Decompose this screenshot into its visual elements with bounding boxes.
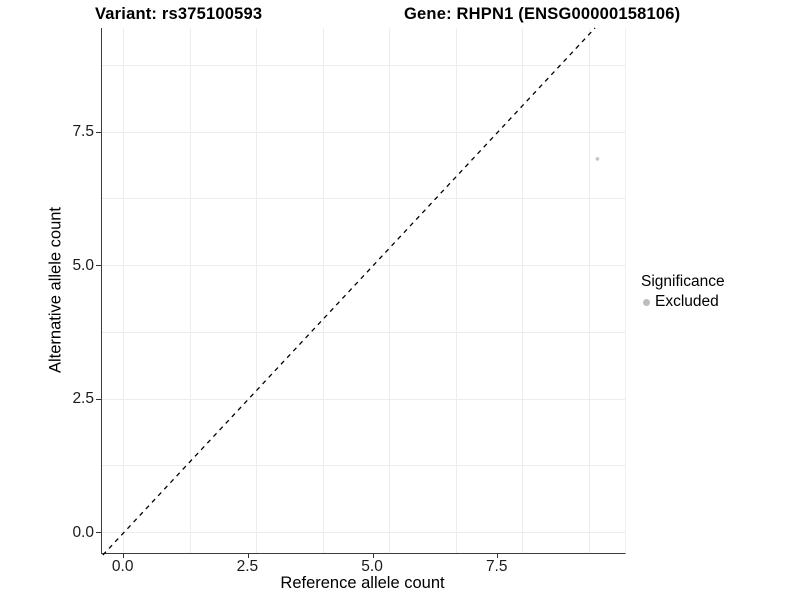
x-tick-label: 0.0 — [111, 558, 134, 575]
x-tick-label: 7.5 — [485, 558, 508, 575]
y-tick-label: 5.0 — [72, 256, 94, 274]
gridline-horizontal — [102, 198, 625, 200]
legend-item-excluded: Excluded — [643, 294, 725, 310]
gridline-horizontal — [102, 532, 625, 534]
y-tick-label: 0.0 — [72, 523, 94, 541]
gridline-vertical — [588, 28, 590, 553]
identity-dashed-line — [102, 27, 596, 556]
y-tick-mark — [96, 532, 101, 534]
gridline-vertical — [123, 28, 125, 553]
gridline-vertical — [322, 28, 324, 553]
legend-title: Significance — [641, 273, 725, 290]
x-tick-mark — [497, 553, 499, 558]
gridline-horizontal — [102, 465, 625, 467]
x-tick-mark — [372, 553, 374, 558]
gridline-horizontal — [102, 398, 625, 400]
legend: Significance Excluded — [641, 273, 725, 310]
x-tick-label: 2.5 — [236, 558, 259, 575]
gridline-vertical — [522, 28, 524, 553]
plot-panel — [96, 27, 626, 558]
x-tick-mark — [247, 553, 250, 558]
gridline-vertical — [189, 28, 191, 553]
plot-title-gene: Gene: RHPN1 (ENSG00000158106) — [404, 5, 681, 23]
gridline-horizontal — [102, 265, 625, 267]
legend-item-label: Excluded — [655, 293, 719, 310]
gridline-horizontal — [102, 131, 625, 133]
x-tick-label: 5.0 — [361, 558, 383, 575]
y-tick-label: 2.5 — [72, 390, 94, 408]
y-tick-mark — [96, 265, 101, 267]
y-tick-mark — [96, 398, 101, 400]
gridline-horizontal — [102, 64, 625, 66]
y-axis-title: Alternative allele count — [46, 206, 65, 374]
gridline-vertical — [256, 28, 258, 553]
x-tick-mark — [123, 553, 125, 558]
gridline-horizontal — [102, 331, 625, 333]
y-tick-label: 7.5 — [72, 123, 94, 141]
gridline-vertical — [455, 28, 457, 553]
y-tick-mark — [96, 131, 101, 133]
data-point — [595, 157, 600, 161]
gridline-vertical — [389, 28, 391, 553]
plot-title-variant: Variant: rs375100593 — [95, 5, 263, 23]
x-axis-title: Reference allele count — [280, 574, 445, 592]
legend-key-dot-icon — [643, 298, 650, 306]
plot-draw-layer — [102, 27, 600, 556]
